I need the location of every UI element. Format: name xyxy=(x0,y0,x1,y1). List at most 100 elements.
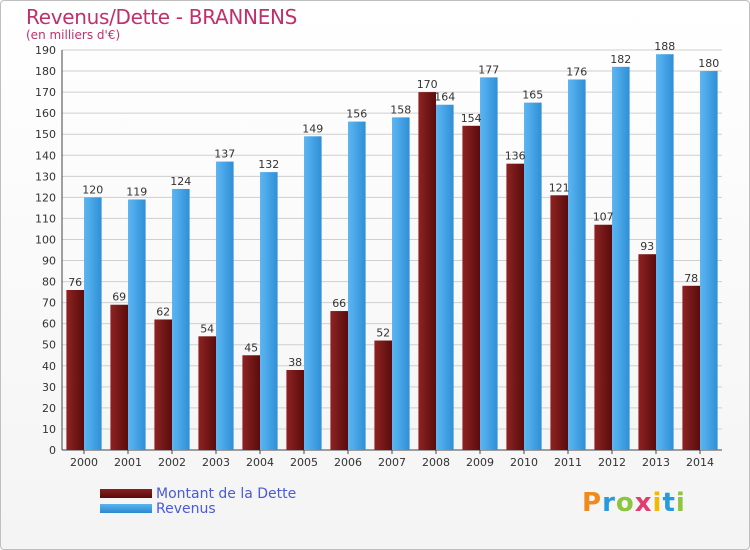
bar-revenus-2009 xyxy=(480,77,498,451)
y-tick-label: 180 xyxy=(35,65,56,78)
x-tick-label-2002: 2002 xyxy=(158,456,186,469)
y-tick-label: 40 xyxy=(42,360,56,373)
data-label-revenus-2008: 164 xyxy=(434,91,455,104)
data-label-revenus-2010: 165 xyxy=(522,89,543,102)
bar-revenus-2000 xyxy=(84,197,102,450)
x-tick-label-2013: 2013 xyxy=(642,456,670,469)
x-tick-label-2003: 2003 xyxy=(202,456,230,469)
bar-revenus-2001 xyxy=(128,199,146,450)
data-label-revenus-2002: 124 xyxy=(170,175,191,188)
bar-dette-2013 xyxy=(638,254,656,450)
chart-subtitle: (en milliers d'€) xyxy=(26,28,121,42)
x-tick-label-2004: 2004 xyxy=(246,456,274,469)
data-label-revenus-2014: 180 xyxy=(698,57,719,70)
data-label-dette-2009: 154 xyxy=(461,112,482,125)
legend-label-dette: Montant de la Dette xyxy=(156,485,297,502)
data-label-dette-2006: 66 xyxy=(332,297,346,310)
data-label-dette-2013: 93 xyxy=(640,240,654,253)
data-label-revenus-2012: 182 xyxy=(610,53,631,66)
bar-dette-2008 xyxy=(418,92,436,451)
bar-dette-2012 xyxy=(594,224,612,450)
legend: Montant de la Dette Revenus xyxy=(100,485,297,517)
y-tick-label: 50 xyxy=(42,339,56,352)
data-label-dette-2004: 45 xyxy=(244,341,258,354)
legend-swatch-dette xyxy=(100,489,152,498)
y-tick-label: 120 xyxy=(35,191,56,204)
y-tick-label: 100 xyxy=(35,233,56,246)
data-label-dette-2000: 76 xyxy=(68,276,82,289)
y-tick-label: 70 xyxy=(42,297,56,310)
data-label-dette-2011: 121 xyxy=(549,181,570,194)
bar-revenus-2012 xyxy=(612,66,630,450)
bar-dette-2001 xyxy=(110,304,128,450)
x-tick-label-2000: 2000 xyxy=(70,456,98,469)
y-tick-label: 30 xyxy=(42,381,56,394)
bar-revenus-2002 xyxy=(172,188,190,450)
y-tick-label: 110 xyxy=(35,212,56,225)
bar-dette-2006 xyxy=(330,311,348,450)
y-tick-label: 140 xyxy=(35,149,56,162)
x-tick-label-2001: 2001 xyxy=(114,456,142,469)
bar-dette-2005 xyxy=(286,370,304,450)
bar-revenus-2008 xyxy=(436,104,454,450)
y-tick-label: 20 xyxy=(42,402,56,415)
data-label-dette-2005: 38 xyxy=(288,356,302,369)
y-tick-label: 170 xyxy=(35,86,56,99)
bar-revenus-2013 xyxy=(656,54,674,451)
bar-dette-2009 xyxy=(462,125,480,450)
proxiti-logo: Proxiti xyxy=(582,488,686,518)
chart-title: Revenus/Dette - BRANNENS xyxy=(26,5,298,29)
x-tick-label-2011: 2011 xyxy=(554,456,582,469)
data-label-revenus-2007: 158 xyxy=(390,103,411,116)
x-tick-label-2008: 2008 xyxy=(422,456,450,469)
y-tick-label: 0 xyxy=(49,444,56,457)
bar-dette-2000 xyxy=(66,290,84,450)
data-label-dette-2001: 69 xyxy=(112,291,126,304)
data-label-revenus-2003: 137 xyxy=(214,148,235,161)
data-label-revenus-2004: 132 xyxy=(258,158,279,171)
data-label-dette-2008: 170 xyxy=(417,78,438,91)
y-tick-label: 90 xyxy=(42,255,56,268)
y-tick-label: 150 xyxy=(35,128,56,141)
x-tick-label-2014: 2014 xyxy=(686,456,714,469)
x-tick-label-2007: 2007 xyxy=(378,456,406,469)
x-tick-label-2012: 2012 xyxy=(598,456,626,469)
data-label-revenus-2006: 156 xyxy=(346,108,367,121)
data-label-revenus-2001: 119 xyxy=(126,185,147,198)
x-tick-label-2010: 2010 xyxy=(510,456,538,469)
data-label-revenus-2005: 149 xyxy=(302,122,323,135)
data-label-dette-2007: 52 xyxy=(376,327,390,340)
bar-dette-2011 xyxy=(550,195,568,450)
y-tick-label: 190 xyxy=(35,44,56,57)
bar-revenus-2011 xyxy=(568,79,586,450)
data-label-dette-2012: 107 xyxy=(593,211,614,224)
bar-revenus-2004 xyxy=(260,172,278,450)
legend-item-dette: Montant de la Dette xyxy=(100,485,297,502)
data-label-dette-2010: 136 xyxy=(505,150,526,163)
data-label-dette-2014: 78 xyxy=(684,272,698,285)
y-tick-label: 10 xyxy=(42,423,56,436)
y-tick-label: 160 xyxy=(35,107,56,120)
bar-revenus-2006 xyxy=(348,121,366,450)
bar-revenus-2014 xyxy=(700,71,718,450)
legend-swatch-revenus xyxy=(100,504,152,513)
legend-label-revenus: Revenus xyxy=(156,500,216,517)
bar-revenus-2005 xyxy=(304,136,322,450)
bar-dette-2010 xyxy=(506,163,524,450)
data-label-revenus-2009: 177 xyxy=(478,63,499,76)
bar-revenus-2007 xyxy=(392,117,410,451)
x-tick-label-2009: 2009 xyxy=(466,456,494,469)
y-tick-label: 130 xyxy=(35,170,56,183)
bar-dette-2014 xyxy=(682,285,700,450)
y-tick-label: 80 xyxy=(42,276,56,289)
bar-dette-2003 xyxy=(198,336,216,450)
bar-dette-2007 xyxy=(374,340,392,450)
x-tick-label-2005: 2005 xyxy=(290,456,318,469)
y-tick-label: 60 xyxy=(42,318,56,331)
data-label-dette-2003: 54 xyxy=(200,322,214,335)
bar-dette-2004 xyxy=(242,355,260,450)
bar-revenus-2003 xyxy=(216,161,234,450)
data-label-revenus-2011: 176 xyxy=(566,65,587,78)
data-label-revenus-2013: 188 xyxy=(654,40,675,53)
